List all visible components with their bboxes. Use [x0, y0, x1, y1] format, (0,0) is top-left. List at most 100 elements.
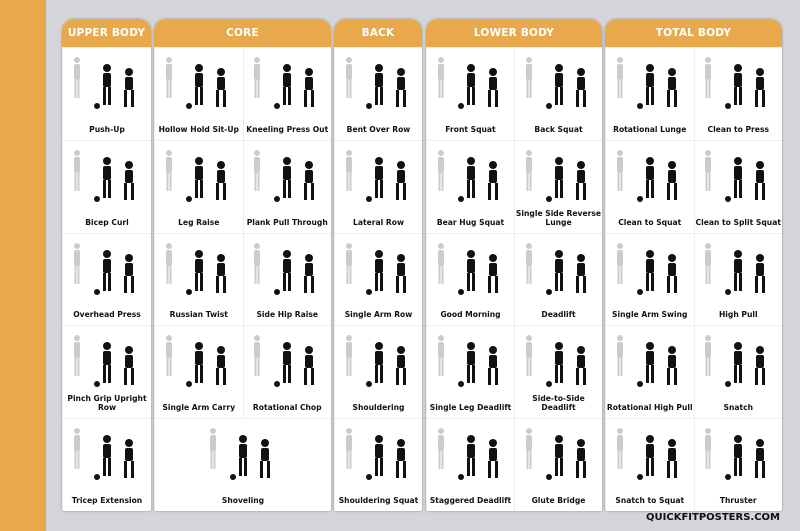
- exercise-card: Pinch Grip Upright Row: [62, 325, 151, 419]
- exercise-name: Front Squat: [445, 124, 496, 134]
- exercise-illustration: [165, 335, 226, 388]
- exercise-card: Bear Hug Squat: [426, 139, 514, 233]
- exercise-illustration: [616, 335, 677, 388]
- exercise-name: Single Arm Carry: [162, 403, 236, 413]
- exercise-name: Staggered Deadlift: [429, 496, 512, 505]
- exercise-card: Bent Over Row: [334, 47, 422, 140]
- exercise-name: Hollow Hold Sit-Up: [158, 124, 239, 134]
- section-back: BACK Bent Over Row Lateral Row Single Arm R…: [334, 19, 422, 511]
- exercise-card: Staggered Deadlift: [426, 418, 514, 511]
- section-header: LOWER BODY: [426, 19, 602, 47]
- exercise-card: Single Arm Swing: [605, 232, 694, 326]
- exercise-illustration: [437, 57, 498, 109]
- exercise-card: Snatch to Squat: [605, 418, 694, 511]
- exercise-card: Kneeling Press Out: [242, 47, 331, 140]
- exercise-illustration: [525, 57, 586, 109]
- exercise-illustration: [345, 149, 406, 202]
- orange-side-strip: [0, 0, 46, 531]
- exercise-name: Single Arm Row: [344, 310, 413, 320]
- exercise-illustration: [345, 335, 406, 388]
- exercise-illustration: [616, 149, 677, 202]
- exercise-illustration: [525, 428, 586, 481]
- exercise-illustration: [437, 149, 498, 202]
- exercise-name: Russian Twist: [169, 310, 228, 320]
- exercise-card: Shouldering Squat: [334, 418, 422, 511]
- exercise-card: Side Hip Raise: [242, 232, 331, 326]
- exercise-illustration: [74, 57, 134, 109]
- exercise-card: Single Side Reverse Lunge: [514, 139, 602, 233]
- exercise-illustration: [254, 57, 315, 109]
- exercise-name: Shouldering: [352, 403, 405, 413]
- exercise-card: Shoveling: [154, 418, 331, 511]
- exercise-card: Glute Bridge: [514, 418, 602, 511]
- exercise-illustration: [705, 428, 766, 481]
- exercise-name: Snatch: [723, 403, 754, 413]
- exercise-name: Bicep Curl: [85, 217, 129, 227]
- exercise-card: Good Morning: [426, 232, 514, 326]
- exercise-name: Lateral Row: [353, 217, 404, 227]
- exercise-card: Single Arm Carry: [154, 325, 243, 419]
- exercise-card: Clean to Split Squat: [693, 139, 782, 233]
- exercise-card: Side-to-Side Deadlift: [514, 325, 602, 419]
- exercise-card: Plank Pull Through: [242, 139, 331, 233]
- exercise-name: Snatch to Squat: [615, 496, 685, 505]
- exercise-name: Single Arm Swing: [612, 310, 688, 320]
- exercise-illustration: [345, 57, 406, 109]
- exercise-illustration: [437, 242, 498, 295]
- exercise-name: Tricep Extension: [71, 496, 143, 505]
- section-header: UPPER BODY: [62, 19, 151, 47]
- exercise-illustration: [525, 242, 586, 295]
- exercise-name: High Pull: [718, 310, 758, 320]
- exercise-card: Back Squat: [514, 47, 602, 140]
- exercise-illustration: [74, 335, 134, 388]
- section-lower-body: LOWER BODY Front Squat Back Squat Bear Hug …: [426, 19, 602, 511]
- exercise-card: Snatch: [693, 325, 782, 419]
- exercise-illustration: [345, 428, 406, 481]
- exercise-card: Push-Up: [62, 47, 151, 140]
- exercise-illustration: [705, 57, 766, 109]
- exercise-name: Thruster: [719, 496, 757, 505]
- section-header: TOTAL BODY: [605, 19, 782, 47]
- exercise-card: Clean to Squat: [605, 139, 694, 233]
- exercise-illustration: [616, 428, 677, 481]
- exercise-illustration: [525, 149, 586, 202]
- exercise-illustration: [705, 242, 766, 295]
- section-upper-body: UPPER BODY Push-Up Bicep Curl Overhead Pres…: [62, 19, 151, 511]
- exercise-card: Rotational High Pull: [605, 325, 694, 419]
- exercise-name: Pinch Grip Upright Row: [67, 394, 147, 413]
- exercise-name: Good Morning: [440, 310, 501, 320]
- exercise-name: Plank Pull Through: [246, 217, 328, 227]
- exercise-illustration: [616, 57, 677, 109]
- exercise-illustration: [705, 149, 766, 202]
- exercise-card: Russian Twist: [154, 232, 243, 326]
- exercise-card: Rotational Lunge: [605, 47, 694, 140]
- exercise-illustration: [165, 149, 226, 202]
- exercise-illustration: [254, 242, 315, 295]
- exercise-card: Overhead Press: [62, 232, 151, 326]
- exercise-illustration: [437, 428, 498, 481]
- exercise-name: Glute Bridge: [531, 496, 586, 505]
- exercise-name: Deadlift: [541, 310, 576, 320]
- exercise-name: Side Hip Raise: [256, 310, 319, 320]
- exercise-card: Lateral Row: [334, 139, 422, 233]
- exercise-card: Rotational Chop: [242, 325, 331, 419]
- exercise-card: Leg Raise: [154, 139, 243, 233]
- exercise-illustration: [616, 242, 677, 295]
- exercise-name: Bear Hug Squat: [436, 217, 505, 227]
- exercise-illustration: [165, 242, 226, 295]
- exercise-illustration: [254, 149, 315, 202]
- exercise-card: Bicep Curl: [62, 139, 151, 233]
- exercise-name: Rotational High Pull: [606, 403, 693, 413]
- brand-url: QUICKFITPOSTERS.COM: [646, 512, 780, 523]
- exercise-name: Clean to Press: [707, 124, 770, 134]
- exercise-card: Front Squat: [426, 47, 514, 140]
- exercise-card: Single Leg Deadlift: [426, 325, 514, 419]
- exercise-name: Single Side Reverse Lunge: [515, 208, 602, 227]
- exercise-card: Hollow Hold Sit-Up: [154, 47, 243, 140]
- exercise-name: Bent Over Row: [346, 124, 411, 134]
- exercise-illustration: [437, 335, 498, 388]
- exercise-name: Clean to Split Squat: [695, 217, 781, 227]
- section-total-body: TOTAL BODY Rotational Lunge Clean to Press…: [605, 19, 782, 511]
- exercise-illustration: [705, 335, 766, 388]
- exercise-name: Rotational Lunge: [613, 124, 687, 134]
